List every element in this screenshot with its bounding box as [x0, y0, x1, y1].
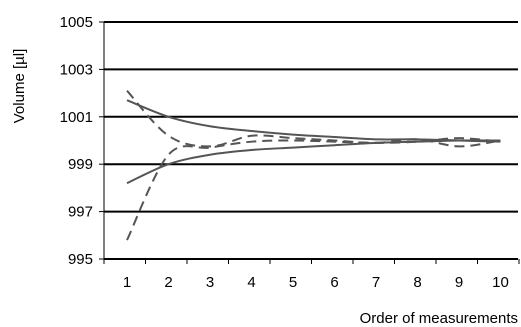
x-tick-label: 9 — [455, 274, 463, 291]
series-line-3-dashed — [126, 90, 501, 148]
y-tick-label: 1005 — [60, 14, 93, 31]
series-line-2-solid — [126, 139, 501, 185]
y-axis-label: Volume [µl] — [11, 49, 28, 124]
series-lines — [126, 90, 501, 241]
x-tick-label: 2 — [164, 274, 172, 291]
y-tick-labels: 995 997 999 1001 1003 1005 — [60, 14, 104, 268]
series-line-1-solid — [126, 99, 501, 143]
x-tick-label: 5 — [289, 274, 297, 291]
x-tick-label: 4 — [247, 274, 255, 291]
x-tick-label: 1 — [123, 274, 131, 291]
y-tick-label: 1001 — [60, 109, 93, 126]
y-tick-label: 995 — [68, 251, 93, 268]
x-tick-label: 6 — [330, 274, 338, 291]
gridlines — [104, 21, 518, 260]
x-tick-labels: 1 2 3 4 5 6 7 8 9 10 — [103, 259, 520, 291]
y-tick-label: 999 — [68, 156, 93, 173]
x-tick-label: 8 — [413, 274, 421, 291]
x-tick-label: 3 — [206, 274, 214, 291]
y-tick-label: 997 — [68, 204, 93, 221]
series-line-4-dashed — [126, 137, 501, 241]
x-tick-label: 10 — [492, 274, 509, 291]
x-axis-label: Order of measurements — [360, 310, 518, 327]
x-tick-label: 7 — [372, 274, 380, 291]
y-tick-label: 1003 — [60, 61, 93, 78]
